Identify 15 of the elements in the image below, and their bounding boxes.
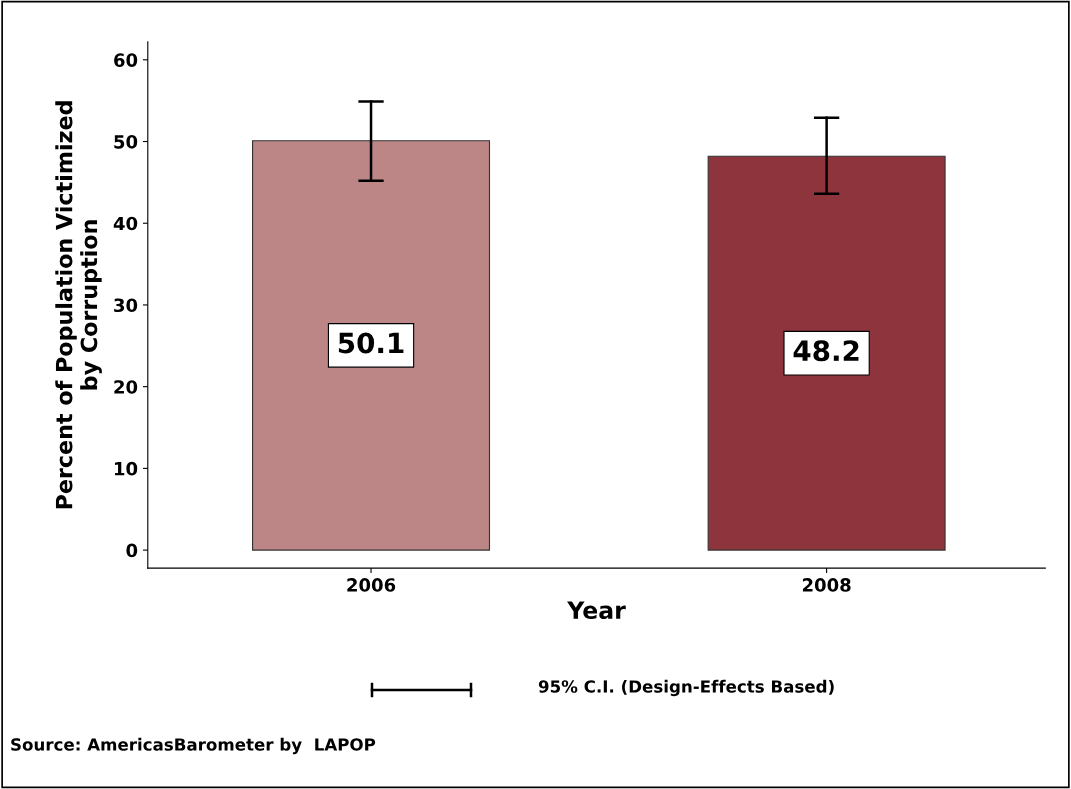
y-tick-label: 30 (114, 298, 138, 313)
data-label: 50.1 (338, 332, 404, 354)
x-axis-title: Year (567, 601, 626, 620)
text: 95% C.I. (Design-Effects Based) (538, 679, 834, 697)
y-tick-label: 10 (114, 461, 138, 476)
x-tick-label: 2006 (347, 578, 396, 592)
y-tick-label: 40 (113, 216, 138, 231)
y-tick-label: 0 (126, 543, 138, 558)
x-tick-label: 2008 (802, 578, 851, 592)
y-tick-label: 60 (114, 53, 138, 67)
data-label: 48.2 (793, 340, 859, 362)
y-axis-title: Percent of Population Victimized by Corruption (55, 101, 102, 509)
y-tick-label: 50 (114, 134, 138, 149)
source-note: Source: AmericasBarometer by LAPOP (11, 737, 376, 755)
y-tick-label: 20 (114, 380, 138, 394)
